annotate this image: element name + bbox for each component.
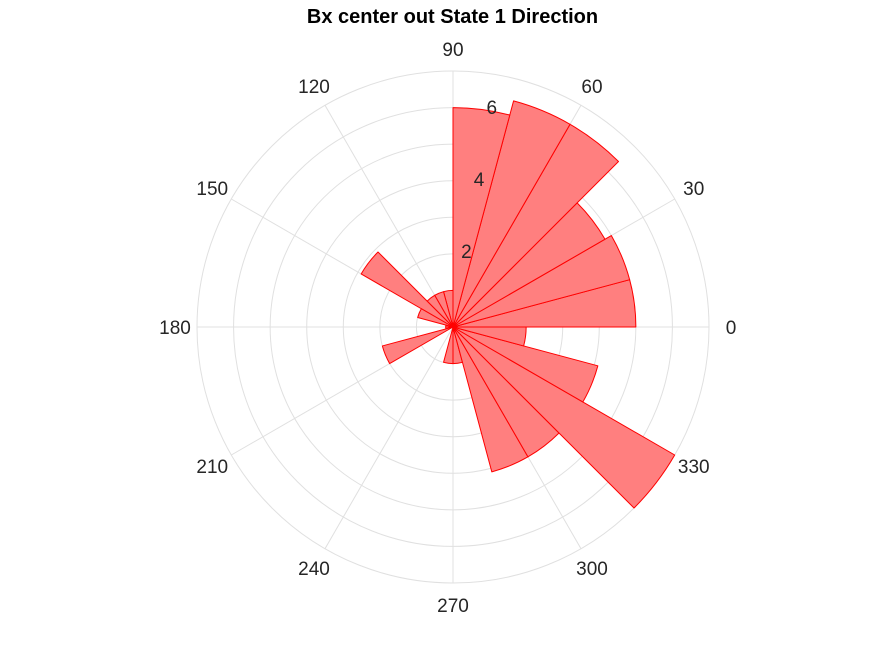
histogram-bar <box>452 326 527 347</box>
histogram-bar <box>381 326 454 365</box>
angle-tick-label: 60 <box>581 77 602 98</box>
radius-tick-label: 2 <box>461 242 472 263</box>
angle-tick-label: 210 <box>196 457 228 478</box>
grid-spoke <box>324 105 454 328</box>
angle-tick-label: 180 <box>159 318 191 339</box>
angle-tick-label: 0 <box>726 318 737 339</box>
angle-tick-label: 120 <box>298 77 330 98</box>
angle-tick-label: 30 <box>683 179 704 200</box>
radius-tick-label: 4 <box>474 170 485 191</box>
histogram-bars <box>360 100 676 509</box>
angle-tick-label: 270 <box>437 596 469 617</box>
chart-title: Bx center out State 1 Direction <box>306 6 599 28</box>
histogram-bar <box>452 235 631 328</box>
radius-tick-labels: 2 4 6 <box>461 98 497 263</box>
histogram-bar <box>452 326 676 509</box>
histogram-bar <box>452 326 599 403</box>
angle-tick-label: 90 <box>442 40 463 61</box>
angle-tick-label: 300 <box>576 559 608 580</box>
histogram-bar <box>443 326 454 365</box>
histogram-bar <box>452 107 511 328</box>
angle-tick-label: 150 <box>196 179 228 200</box>
histogram-bar <box>452 100 571 328</box>
angle-tick-label: 240 <box>298 559 330 580</box>
angle-tick-label: 330 <box>678 457 710 478</box>
histogram-bar <box>360 251 454 328</box>
angle-tick-labels: 0 30 60 90 120 150 180 210 240 270 300 330 <box>159 40 736 617</box>
grid-spoke <box>324 326 454 549</box>
radius-tick-label: 6 <box>487 98 498 119</box>
histogram-bar <box>417 308 454 328</box>
